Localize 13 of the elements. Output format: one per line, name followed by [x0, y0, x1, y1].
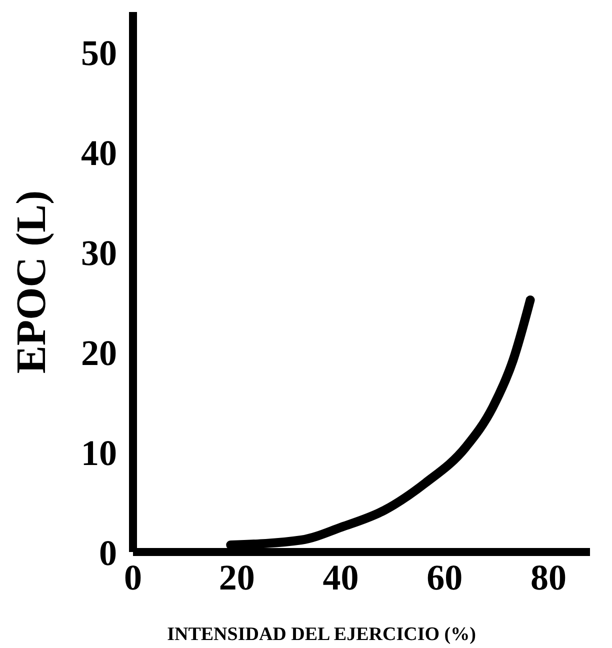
x-tick-label: 80 [530, 558, 566, 598]
y-tick-label: 50 [81, 32, 117, 73]
x-axis-title: INTENSIDAD DEL EJERCICIO (%) [167, 624, 476, 645]
y-tick-label: 20 [81, 332, 117, 373]
x-tick-label: 40 [322, 558, 359, 598]
x-tick-label: 60 [426, 558, 463, 598]
y-tick-label: 10 [81, 432, 117, 473]
x-tick-label: 0 [124, 558, 142, 598]
y-tick-label: 30 [81, 232, 117, 273]
y-tick-label: 0 [99, 532, 117, 573]
x-tick-label: 20 [218, 558, 255, 598]
y-axis-title: EPOC (L) [8, 190, 55, 374]
y-tick-label: 40 [81, 132, 117, 173]
